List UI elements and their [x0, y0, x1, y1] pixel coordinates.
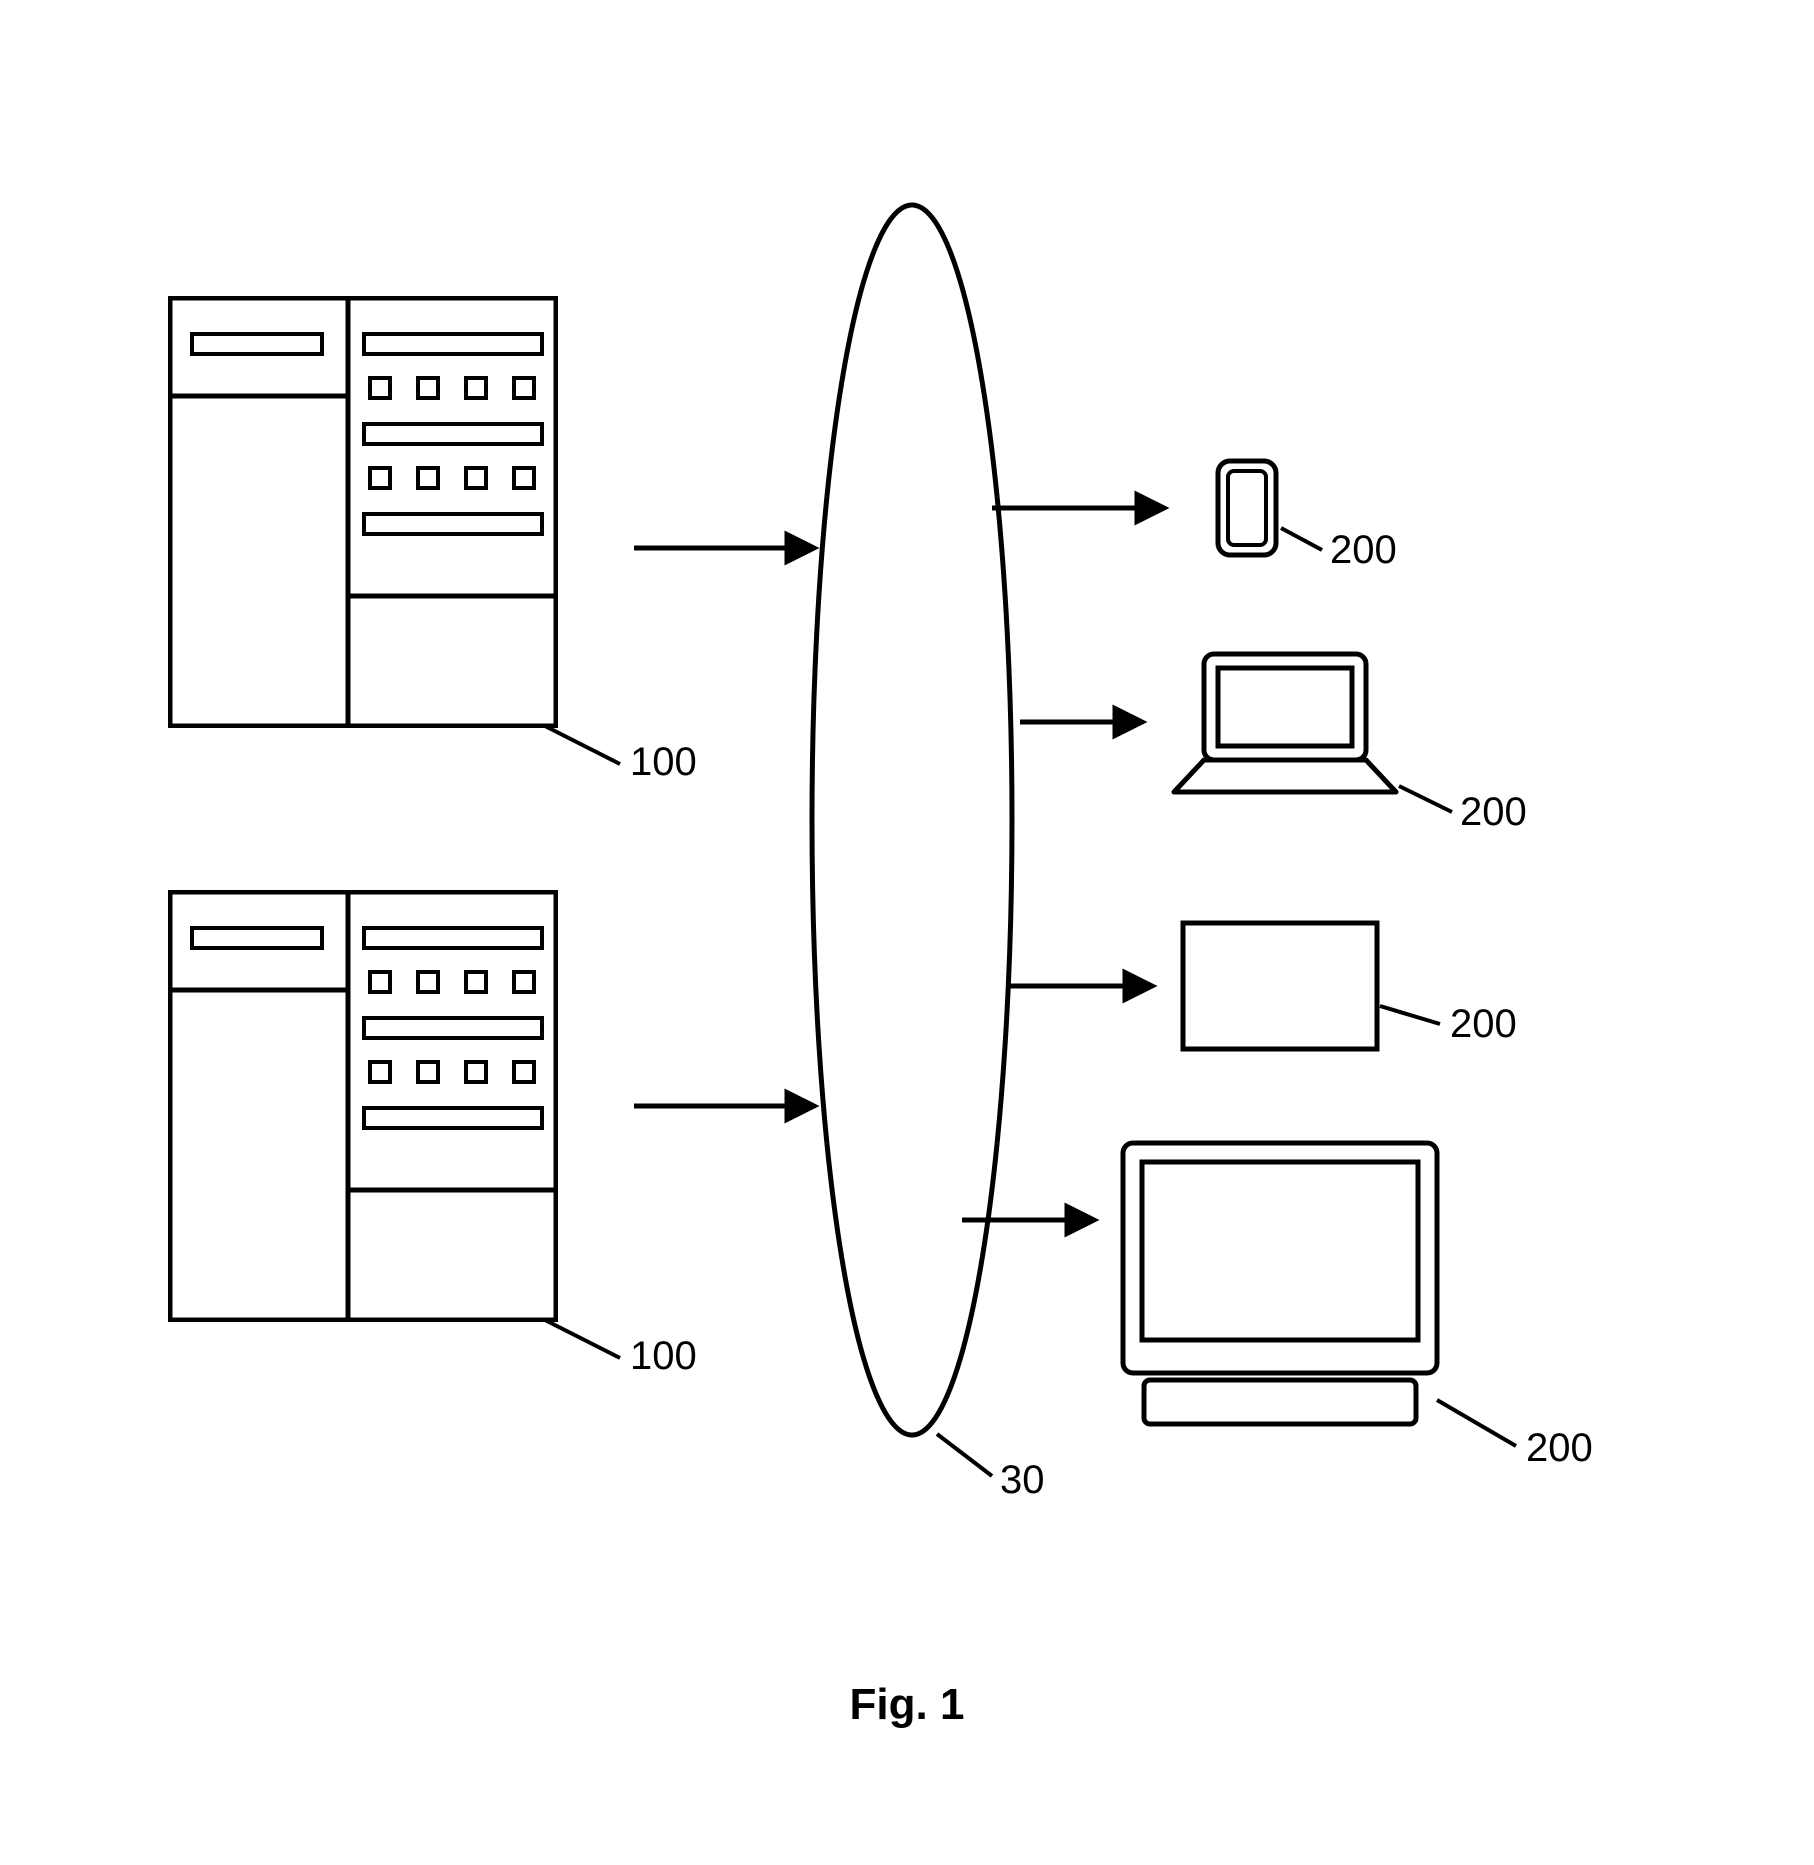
ref-label: 30	[1000, 1458, 1045, 1503]
figure-1: 100 100 30 200 200 200 200 Fig. 1	[0, 0, 1814, 1865]
figure-caption: Fig. 1	[0, 1680, 1814, 1730]
ref-label: 200	[1460, 790, 1527, 835]
ref-label: 200	[1450, 1002, 1517, 1047]
ref-label: 200	[1330, 528, 1397, 573]
ref-label: 100	[630, 1334, 697, 1379]
ref-label: 200	[1526, 1426, 1593, 1471]
connectors	[0, 0, 1814, 1865]
ref-label: 100	[630, 740, 697, 785]
